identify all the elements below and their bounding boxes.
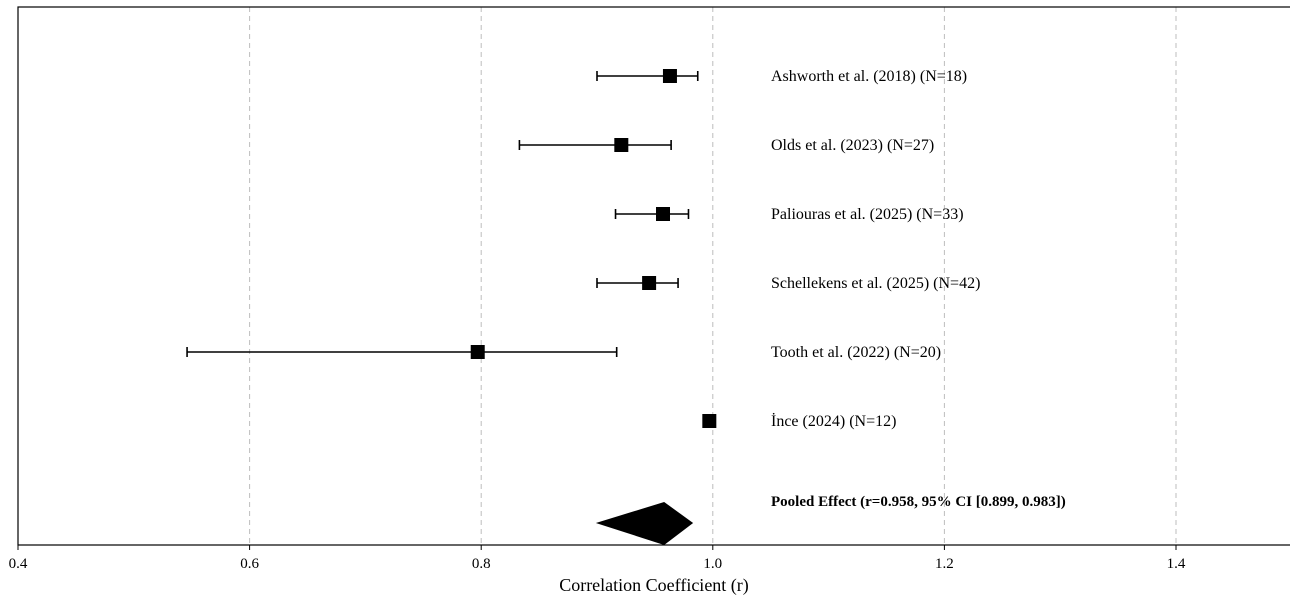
x-tick-label: 1.0: [703, 556, 722, 572]
study-label: İnce (2024) (N=12): [771, 412, 896, 430]
pooled-label: Pooled Effect (r=0.958, 95% CI [0.899, 0…: [771, 494, 1066, 510]
pooled-effect: Pooled Effect (r=0.958, 95% CI [0.899, 0…: [595, 494, 1066, 545]
plot-frame: [17, 6, 1290, 546]
grid-lines: [249, 7, 1177, 545]
x-tick-label: 0.6: [240, 556, 259, 572]
x-tick-label: 0.8: [472, 556, 491, 572]
x-axis-title: Correlation Coefficient (r): [559, 575, 749, 596]
study-label: Olds et al. (2023) (N=27): [771, 137, 934, 154]
study-row: Olds et al. (2023) (N=27): [518, 137, 934, 154]
study-marks: Ashworth et al. (2018) (N=18) Olds et al.…: [186, 68, 980, 430]
point-estimate-marker: [614, 138, 629, 152]
point-estimate-marker: [702, 414, 717, 428]
x-tick-label: 1.4: [1167, 556, 1186, 572]
x-axis-ticks: 0.4 0.6 0.8 1.0 1.2 1.4: [9, 545, 1186, 572]
x-tick-label: 0.4: [9, 556, 28, 572]
point-estimate-marker: [470, 345, 485, 359]
pooled-diamond: [595, 502, 694, 545]
study-label: Tooth et al. (2022) (N=20): [771, 344, 941, 361]
study-label: Ashworth et al. (2018) (N=18): [771, 68, 967, 85]
study-row: İnce (2024) (N=12): [702, 412, 896, 430]
point-estimate-marker: [662, 69, 677, 83]
study-row: Schellekens et al. (2025) (N=42): [596, 275, 980, 292]
x-tick-label: 1.2: [935, 556, 954, 572]
study-row: Tooth et al. (2022) (N=20): [186, 344, 941, 361]
study-label: Paliouras et al. (2025) (N=33): [771, 206, 964, 223]
study-label: Schellekens et al. (2025) (N=42): [771, 275, 980, 292]
point-estimate-marker: [642, 276, 657, 290]
study-row: Paliouras et al. (2025) (N=33): [614, 206, 964, 223]
study-row: Ashworth et al. (2018) (N=18): [596, 68, 967, 85]
point-estimate-marker: [656, 207, 671, 221]
